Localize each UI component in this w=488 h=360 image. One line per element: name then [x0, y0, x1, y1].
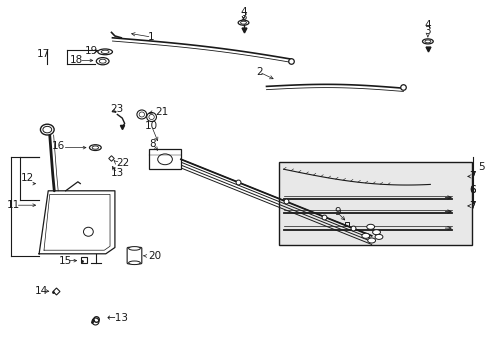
- Text: 16: 16: [51, 141, 64, 151]
- Text: 7: 7: [468, 201, 475, 211]
- Bar: [149, 149, 181, 169]
- Text: 13: 13: [110, 168, 124, 178]
- Text: 17: 17: [37, 49, 50, 59]
- Text: 20: 20: [148, 251, 161, 261]
- Text: 11: 11: [7, 200, 20, 210]
- Text: ←13: ←13: [106, 313, 128, 323]
- Ellipse shape: [372, 230, 380, 235]
- Text: 7: 7: [468, 171, 475, 181]
- Text: 22: 22: [116, 158, 129, 168]
- Text: 14: 14: [35, 285, 48, 296]
- Ellipse shape: [128, 247, 140, 250]
- FancyBboxPatch shape: [127, 247, 142, 264]
- Text: 4: 4: [424, 20, 430, 30]
- Text: 1: 1: [148, 32, 155, 42]
- Text: 7: 7: [468, 171, 475, 181]
- Text: 15: 15: [59, 256, 72, 266]
- Text: 8: 8: [149, 139, 156, 149]
- Text: 21: 21: [155, 107, 168, 117]
- Text: 9: 9: [333, 207, 340, 217]
- Ellipse shape: [374, 234, 382, 239]
- Text: 3: 3: [240, 12, 246, 22]
- Ellipse shape: [366, 224, 374, 229]
- Text: 12: 12: [20, 173, 34, 183]
- Text: 10: 10: [145, 121, 158, 131]
- Ellipse shape: [128, 261, 140, 265]
- Text: 4: 4: [240, 6, 246, 17]
- Polygon shape: [39, 191, 115, 254]
- Bar: [278, 162, 471, 245]
- Text: 19: 19: [84, 46, 98, 56]
- Text: 7: 7: [468, 201, 475, 211]
- Text: 2: 2: [255, 67, 262, 77]
- Text: 23: 23: [110, 104, 123, 114]
- Text: 18: 18: [69, 55, 82, 66]
- Ellipse shape: [367, 238, 375, 243]
- Text: 3: 3: [424, 26, 430, 36]
- Text: 5: 5: [477, 162, 484, 172]
- Ellipse shape: [361, 233, 369, 238]
- Text: 6: 6: [468, 185, 475, 195]
- Ellipse shape: [41, 124, 54, 135]
- Text: 6: 6: [468, 185, 475, 195]
